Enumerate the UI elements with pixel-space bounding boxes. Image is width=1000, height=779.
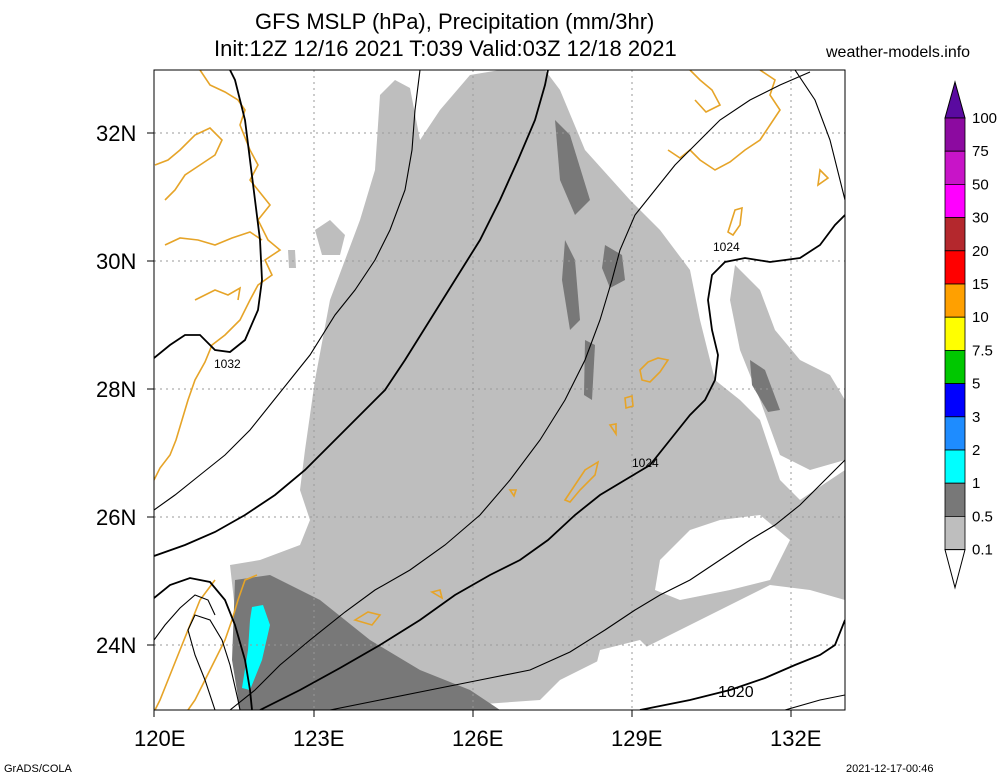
x-tick-label: 120E (134, 726, 185, 751)
isobar-label-1032: 1032 (214, 357, 241, 371)
colorbar-segment (944, 416, 966, 451)
colorbar-level-label: 0.1 (972, 542, 993, 559)
colorbar-level-label: 5 (972, 376, 980, 393)
precip-mid-south (232, 575, 500, 710)
colorbar-level-label: 15 (972, 276, 989, 293)
isobar-label-1024-north: 1024 (713, 240, 740, 254)
colorbar-level-label: 10 (972, 309, 989, 326)
colorbar-segment (944, 482, 966, 517)
coastlines (154, 70, 830, 710)
site-credit: weather-models.info (826, 44, 971, 61)
precip-light-n (288, 250, 296, 268)
colorbar-segment (944, 217, 966, 252)
colorbar-segment (944, 316, 966, 351)
colorbar-level-label: 7.5 (972, 342, 993, 359)
precip-mid-streak3 (602, 245, 625, 288)
map-gridlines (154, 70, 845, 710)
map-plot-area: 1032 1024 1024 1020 (154, 70, 845, 710)
colorbar-segment (944, 349, 966, 384)
precip-mid-streak4 (750, 360, 780, 412)
map-title-line1: GFS MSLP (hPa), Precipitation (mm/3hr) (255, 9, 655, 34)
precip-gap-south (590, 640, 660, 710)
colorbar-segment (944, 449, 966, 484)
isobars (154, 70, 845, 710)
precip-mid-streak2 (562, 240, 580, 330)
colorbar-level-label: 2 (972, 442, 980, 459)
isobar-label-1020: 1020 (718, 684, 754, 701)
x-tick-label: 129E (611, 726, 662, 751)
precip-light-east (730, 265, 845, 470)
y-tick-label: 32N (96, 121, 136, 146)
colorbar-level-label: 0.5 (972, 508, 993, 525)
axis-ticks (147, 132, 792, 717)
y-tick-label: 24N (96, 633, 136, 658)
colorbar-segment (944, 117, 966, 152)
precip-cyan-patch (242, 605, 270, 690)
map-frame (153, 69, 846, 711)
colorbar-level-label: 30 (972, 210, 989, 227)
colorbar-level-label: 100 (972, 110, 997, 127)
isobar-label-1024-south: 1024 (632, 456, 659, 470)
precip-mid-streak1 (555, 120, 590, 215)
colorbar-level-label: 50 (972, 176, 989, 193)
colorbar-level-label: 3 (972, 409, 980, 426)
colorbar-segment (944, 150, 966, 185)
colorbar-segment (944, 183, 966, 218)
colorbar-level-label: 75 (972, 143, 989, 160)
precip-light-nw (315, 220, 345, 255)
x-tick-label: 126E (452, 726, 503, 751)
map-title-line2: Init:12Z 12/16 2021 T:039 Valid:03Z 12/1… (214, 36, 677, 61)
colorbar-level-label: 20 (972, 243, 989, 260)
precip-colorbar: 100 75 50 30 20 15 10 7.5 5 3 2 1 0.5 0.1 (944, 80, 997, 590)
x-tick-label: 132E (770, 726, 821, 751)
footer-left-credit: GrADS/COLA (4, 763, 72, 775)
colorbar-bottom-arrow (944, 549, 966, 590)
footer-timestamp: 2021-12-17-00:46 (846, 763, 934, 775)
x-tick-label: 123E (293, 726, 344, 751)
colorbar-top-arrow (944, 80, 966, 119)
colorbar-segment (944, 383, 966, 418)
colorbar-segment (944, 283, 966, 318)
colorbar-level-label: 1 (972, 475, 980, 492)
colorbar-segment (944, 516, 966, 551)
y-tick-label: 26N (96, 505, 136, 530)
y-tick-label: 30N (96, 249, 136, 274)
colorbar-segment (944, 250, 966, 285)
y-tick-label: 28N (96, 377, 136, 402)
